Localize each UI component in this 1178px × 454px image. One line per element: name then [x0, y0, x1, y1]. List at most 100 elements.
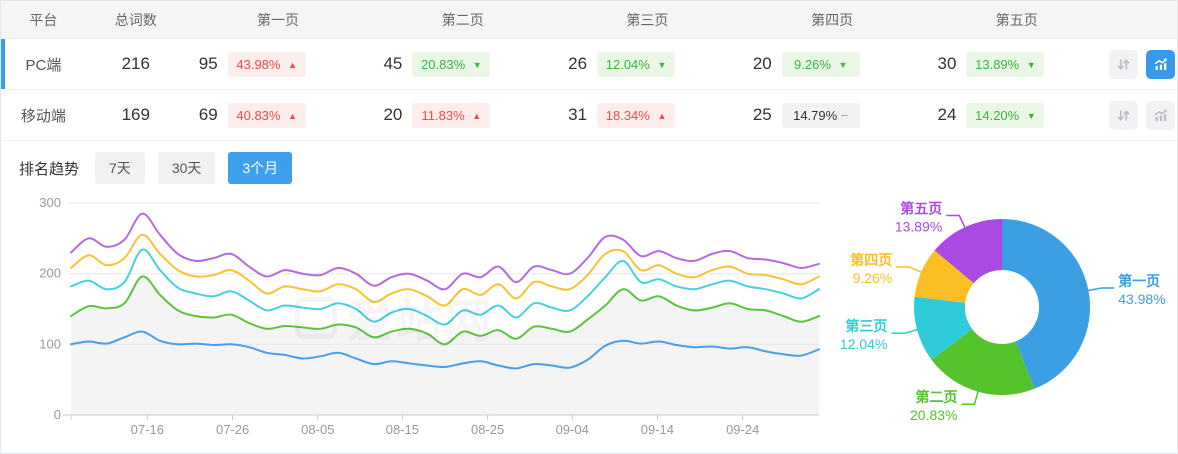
- tab-range-0[interactable]: 7天: [95, 152, 145, 184]
- row-actions: [1109, 49, 1177, 79]
- page-1-change-badge: 43.98% ▲: [227, 51, 306, 77]
- x-tick-label: 07-16: [131, 422, 164, 437]
- page-3-cell: 31 18.34% ▲: [555, 102, 740, 128]
- donut-slice-2[interactable]: [931, 329, 1035, 396]
- page-1-count: 69: [198, 105, 218, 124]
- donut-label-value: 43.98%: [1118, 291, 1165, 307]
- header-total-words: 总词数: [114, 11, 157, 28]
- trend-down-icon: ▼: [472, 59, 482, 70]
- trend-toolbar: 排名趋势 7天 30天 3个月: [1, 141, 1177, 193]
- header-platform: 平台: [29, 11, 58, 28]
- table-row[interactable]: 移动端 169 69 40.83% ▲ 20 11.83% ▲ 31 18.34% ▲ 25 14…: [1, 90, 1177, 141]
- page-3-change-badge: 18.34% ▲: [597, 102, 676, 128]
- page-5-count: 30: [937, 54, 957, 73]
- x-tick-label: 08-15: [386, 422, 419, 437]
- trend-line-2[interactable]: [70, 248, 820, 326]
- x-tick-label: 09-04: [556, 422, 589, 437]
- header-page-3: 第三页: [626, 11, 669, 28]
- x-tick-label: 08-25: [471, 422, 504, 437]
- page-1-change-badge: 40.83% ▲: [227, 102, 306, 128]
- page-2-change-badge: 11.83% ▲: [412, 102, 491, 128]
- page-2-cell: 45 20.83% ▼: [370, 51, 555, 77]
- trend-line-chart[interactable]: 07-16 07-26 08-05 08-15 08-25 09-04 09-14 09-24…: [27, 193, 833, 446]
- trend-up-icon: ▲: [472, 110, 482, 121]
- donut-label-name: 第五页: [900, 201, 942, 217]
- header-page-2: 第二页: [441, 11, 484, 28]
- page-1-count: 95: [198, 54, 218, 73]
- page-5-change-badge: 14.20% ▼: [966, 102, 1045, 128]
- page-distribution-donut-chart[interactable]: 第一页 43.98% 第二页 20.83% 第三页 12.04% 第四页 9.26% 第五页 13…: [837, 193, 1177, 453]
- y-tick-label: 100: [39, 336, 61, 351]
- charts-row: 07-16 07-26 08-05 08-15 08-25 09-04 09-14 09-24…: [1, 193, 1177, 453]
- trend-chart-button[interactable]: [1146, 100, 1176, 130]
- page-1-cell: 95 43.98% ▲: [186, 51, 371, 77]
- trend-range-tabs: 7天 30天 3个月: [95, 152, 305, 184]
- donut-label-name: 第一页: [1118, 273, 1160, 289]
- trend-line-0[interactable]: [70, 212, 820, 291]
- page-4-cell: 25 14.79% −: [740, 102, 925, 128]
- platform-name: 移动端: [20, 107, 66, 125]
- trend-line-4[interactable]: [70, 330, 820, 370]
- donut-label-value: 12.04%: [840, 336, 887, 352]
- row-actions: [1109, 100, 1177, 130]
- total-words: 169: [121, 105, 150, 124]
- page-3-count: 31: [568, 105, 588, 124]
- page-4-cell: 20 9.26% ▼: [740, 51, 925, 77]
- label-leader-line: [961, 391, 979, 405]
- donut-label-name: 第二页: [916, 389, 958, 405]
- label-leader-line: [1088, 287, 1115, 292]
- donut-slice-3[interactable]: [913, 296, 973, 360]
- trend-chart-button[interactable]: [1146, 49, 1176, 79]
- page-4-change-badge: 14.79% −: [781, 102, 860, 128]
- y-tick-label: 300: [39, 195, 61, 210]
- donut-svg: 第一页 43.98% 第二页 20.83% 第三页 12.04% 第四页 9.26% 第五页 13…: [840, 201, 1166, 424]
- page-4-count: 20: [752, 54, 772, 73]
- donut-label-name: 第三页: [845, 318, 887, 334]
- donut-slice-1[interactable]: [1002, 218, 1091, 389]
- page-1-cell: 69 40.83% ▲: [186, 102, 371, 128]
- trend-up-icon: ▲: [288, 59, 297, 70]
- trend-title: 排名趋势: [19, 160, 80, 178]
- total-words: 216: [121, 54, 150, 73]
- trend-up-icon: ▲: [288, 110, 297, 121]
- x-tick-label: 08-05: [301, 422, 334, 437]
- label-leader-line: [896, 266, 922, 273]
- trend-line-1[interactable]: [70, 233, 820, 307]
- x-tick-label: 09-24: [726, 422, 759, 437]
- y-tick-label: 0: [54, 407, 61, 422]
- trend-down-icon: ▼: [657, 59, 667, 70]
- sort-button[interactable]: [1109, 100, 1139, 130]
- page-4-change-badge: 9.26% ▼: [781, 51, 860, 77]
- page-5-cell: 30 13.89% ▼: [924, 51, 1109, 77]
- page-3-change-badge: 12.04% ▼: [597, 51, 676, 77]
- header-page-4: 第四页: [811, 11, 854, 28]
- platform-name: PC端: [25, 56, 62, 74]
- label-leader-line: [891, 329, 918, 334]
- tab-range-2[interactable]: 3个月: [228, 152, 293, 184]
- donut-label-name: 第四页: [850, 252, 892, 268]
- area-fill-3: [71, 276, 819, 415]
- page-2-count: 20: [383, 105, 403, 124]
- page-3-cell: 26 12.04% ▼: [555, 51, 740, 77]
- header-page-1: 第一页: [257, 11, 300, 28]
- donut-label-value: 13.89%: [895, 219, 942, 235]
- x-tick-label: 09-14: [641, 422, 674, 437]
- x-tick-label: 07-26: [216, 422, 249, 437]
- donut-slice-5[interactable]: [934, 219, 1002, 284]
- table-body: PC端 216 95 43.98% ▲ 45 20.83% ▼ 26 12.04% ▼ 20 9.…: [1, 39, 1177, 141]
- sort-button[interactable]: [1109, 49, 1139, 79]
- page-3-count: 26: [568, 54, 588, 73]
- donut-label-value: 9.26%: [853, 270, 893, 286]
- table-row[interactable]: PC端 216 95 43.98% ▲ 45 20.83% ▼ 26 12.04% ▼ 20 9.…: [1, 39, 1177, 90]
- trend-line-3[interactable]: [70, 275, 820, 346]
- page-5-count: 24: [937, 105, 957, 124]
- trend-up-icon: ▲: [657, 110, 667, 121]
- tab-range-1[interactable]: 30天: [157, 152, 216, 184]
- y-tick-label: 200: [39, 266, 61, 281]
- donut-slice-4[interactable]: [914, 250, 974, 303]
- page-4-count: 25: [752, 105, 772, 124]
- page-5-cell: 24 14.20% ▼: [924, 102, 1109, 128]
- page-5-change-badge: 13.89% ▼: [966, 51, 1045, 77]
- page-2-count: 45: [383, 54, 403, 73]
